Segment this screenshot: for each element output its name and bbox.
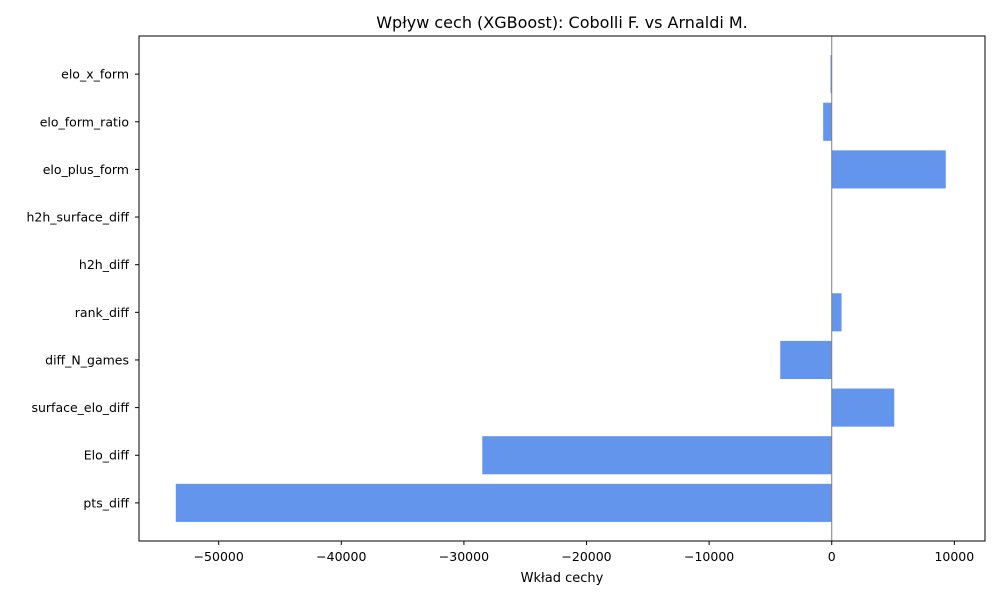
bar-pts_diff: [175, 483, 832, 522]
y-tick-label-h2h_surface_diff: h2h_surface_diff: [26, 210, 129, 225]
y-tick-label-elo_form_ratio: elo_form_ratio: [40, 114, 129, 129]
chart-title: Wpływ cech (XGBoost): Cobolli F. vs Arna…: [376, 13, 748, 32]
y-tick-label-elo_x_form: elo_x_form: [61, 67, 129, 82]
y-tick-label-Elo_diff: Elo_diff: [84, 448, 130, 463]
y-tick-label-h2h_diff: h2h_diff: [79, 257, 129, 272]
x-tick-label--50000: −50000: [194, 549, 244, 564]
y-tick-label-elo_plus_form: elo_plus_form: [43, 162, 129, 177]
bars-layer: [175, 55, 946, 522]
x-tick-label-0: 0: [828, 549, 836, 564]
x-axis: −50000 −40000 −30000 −20000 −10000 0 10000: [194, 541, 974, 564]
y-tick-label-rank_diff: rank_diff: [75, 305, 130, 320]
x-tick-label--30000: −30000: [439, 549, 489, 564]
x-tick-label--20000: −20000: [561, 549, 611, 564]
bar-surface_elo_diff: [831, 388, 895, 427]
y-tick-label-pts_diff: pts_diff: [83, 495, 129, 510]
bar-Elo_diff: [482, 436, 832, 475]
x-tick-label--40000: −40000: [316, 549, 366, 564]
x-tick-label-10000: 10000: [934, 549, 974, 564]
x-axis-label: Wkład cechy: [521, 571, 604, 586]
plot-frame: [138, 35, 986, 542]
bar-elo_plus_form: [831, 150, 946, 189]
y-tick-label-diff_N_games: diff_N_games: [45, 352, 129, 367]
bar-rank_diff: [831, 293, 842, 332]
y-axis: pts_diff Elo_diff surface_elo_diff diff_N_g…: [26, 67, 139, 510]
bar-diff_N_games: [780, 340, 832, 380]
y-tick-label-surface_elo_diff: surface_elo_diff: [31, 400, 129, 415]
bar-elo_form_ratio: [823, 102, 832, 141]
x-tick-label--10000: −10000: [684, 549, 734, 564]
bar-elo_x_form: [830, 55, 832, 94]
